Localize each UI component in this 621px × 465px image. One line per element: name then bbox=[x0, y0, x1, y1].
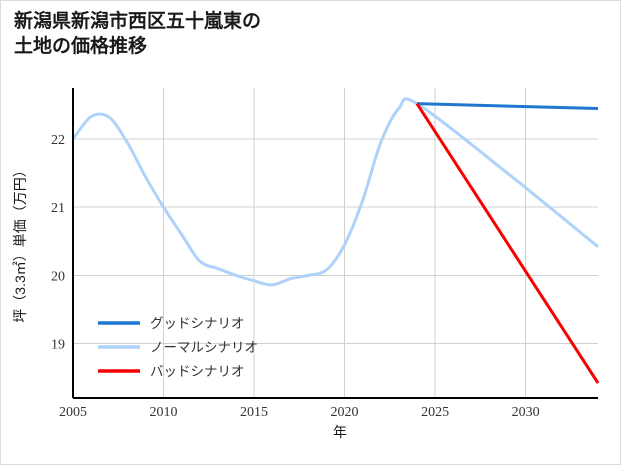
x-tick-label-1: 2010 bbox=[150, 405, 178, 420]
y-tick-label-2: 21 bbox=[51, 201, 65, 216]
x-tick-label-0: 2005 bbox=[59, 405, 87, 420]
legend-label-0: グッドシナリオ bbox=[150, 316, 245, 331]
y-axis-title: 坪（3.3㎡）単価（万円） bbox=[12, 163, 28, 322]
legend-label-1: ノーマルシナリオ bbox=[150, 340, 258, 355]
x-tick-label-2: 2015 bbox=[240, 405, 268, 420]
axis-spines bbox=[71, 88, 598, 400]
y-tick-label-1: 20 bbox=[51, 269, 65, 284]
y-tick-label-0: 19 bbox=[51, 337, 65, 352]
x-tick-label-3: 2020 bbox=[331, 405, 359, 420]
x-tick-label-4: 2025 bbox=[421, 405, 449, 420]
series-group bbox=[71, 97, 600, 384]
x-axis-title: 年 bbox=[333, 424, 347, 440]
series-line-0 bbox=[416, 102, 599, 110]
gridlines-group bbox=[72, 88, 598, 398]
x-tick-labels-group: 2005 2010 2015 2020 2025 2030 bbox=[59, 405, 540, 420]
legend-label-2: バッドシナリオ bbox=[150, 364, 245, 379]
chart-title: 新潟県新潟市西区五十嵐東の 土地の価格推移 bbox=[14, 11, 262, 58]
y-tick-label-3: 22 bbox=[51, 133, 65, 148]
y-tick-labels-group: 19 20 21 22 bbox=[51, 133, 65, 352]
x-tick-label-5: 2030 bbox=[512, 405, 540, 420]
series-line-1 bbox=[71, 97, 599, 287]
series-line-2 bbox=[415, 102, 600, 384]
